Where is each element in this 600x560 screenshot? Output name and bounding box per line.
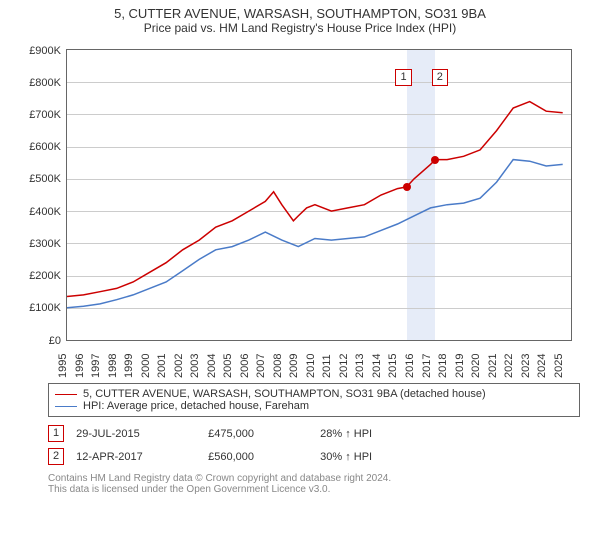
x-tick-label: 1998	[107, 354, 119, 378]
x-tick-label: 2012	[338, 354, 350, 378]
title-line2: Price paid vs. HM Land Registry's House …	[0, 21, 600, 35]
x-tick-label: 2015	[387, 354, 399, 378]
legend-row: 5, CUTTER AVENUE, WARSASH, SOUTHAMPTON, …	[55, 388, 573, 400]
x-tick-label: 2009	[288, 354, 300, 378]
x-tick-label: 2022	[503, 354, 515, 378]
x-tick-label: 2025	[553, 354, 565, 378]
transaction-row: 2 12-APR-2017 £560,000 30% ↑ HPI	[48, 448, 580, 465]
x-tick-label: 2003	[189, 354, 201, 378]
x-tick-label: 1995	[57, 354, 69, 378]
y-tick-label: £700K	[17, 109, 61, 121]
y-tick-label: £0	[17, 335, 61, 347]
marker-label: 1	[395, 69, 411, 86]
y-tick-label: £300K	[17, 238, 61, 250]
title-block: 5, CUTTER AVENUE, WARSASH, SOUTHAMPTON, …	[0, 0, 600, 35]
transaction-price: £560,000	[208, 451, 308, 463]
transaction-index: 2	[48, 448, 64, 465]
x-tick-label: 2017	[421, 354, 433, 378]
series-property	[67, 102, 563, 297]
x-tick-label: 2021	[487, 354, 499, 378]
y-tick-label: £900K	[17, 45, 61, 57]
transaction-diff: 30% ↑ HPI	[320, 451, 372, 463]
x-tick-label: 2008	[272, 354, 284, 378]
marker-label: 2	[432, 69, 448, 86]
marker-dot	[403, 183, 411, 191]
transaction-date: 12-APR-2017	[76, 451, 196, 463]
x-tick-label: 2001	[156, 354, 168, 378]
x-tick-label: 2018	[437, 354, 449, 378]
transaction-date: 29-JUL-2015	[76, 428, 196, 440]
legend-label: HPI: Average price, detached house, Fare…	[83, 400, 309, 412]
y-tick-label: £100K	[17, 302, 61, 314]
plot-area: £0£100K£200K£300K£400K£500K£600K£700K£80…	[66, 49, 572, 341]
x-tick-label: 2010	[305, 354, 317, 378]
x-tick-label: 1999	[123, 354, 135, 378]
title-line1: 5, CUTTER AVENUE, WARSASH, SOUTHAMPTON, …	[0, 6, 600, 21]
y-tick-label: £600K	[17, 141, 61, 153]
x-tick-label: 2006	[239, 354, 251, 378]
legend: 5, CUTTER AVENUE, WARSASH, SOUTHAMPTON, …	[48, 383, 580, 417]
transaction-diff: 28% ↑ HPI	[320, 428, 372, 440]
footer-line2: This data is licensed under the Open Gov…	[48, 484, 580, 495]
transaction-index: 1	[48, 425, 64, 442]
series-hpi	[67, 160, 563, 308]
x-tick-label: 2013	[354, 354, 366, 378]
chart-container: £0 £100K £200K £300K £400K £500K £600K £700K £80…	[20, 39, 580, 379]
y-tick-label: £800K	[17, 77, 61, 89]
x-tick-label: 2020	[470, 354, 482, 378]
footer-line1: Contains HM Land Registry data © Crown c…	[48, 473, 580, 484]
x-tick-label: 2005	[222, 354, 234, 378]
legend-swatch	[55, 394, 77, 395]
x-tick-label: 2002	[173, 354, 185, 378]
x-tick-label: 1996	[74, 354, 86, 378]
x-tick-label: 2011	[321, 354, 333, 378]
x-tick-label: 2019	[454, 354, 466, 378]
legend-row: HPI: Average price, detached house, Fare…	[55, 400, 573, 412]
x-tick-label: 1997	[90, 354, 102, 378]
transaction-price: £475,000	[208, 428, 308, 440]
legend-block: 5, CUTTER AVENUE, WARSASH, SOUTHAMPTON, …	[48, 383, 580, 417]
x-tick-label: 2016	[404, 354, 416, 378]
x-tick-label: 2024	[536, 354, 548, 378]
footer: Contains HM Land Registry data © Crown c…	[48, 473, 580, 495]
y-tick-label: £500K	[17, 173, 61, 185]
x-tick-label: 2004	[206, 354, 218, 378]
y-tick-label: £400K	[17, 206, 61, 218]
legend-swatch	[55, 406, 77, 407]
transactions-table: 1 29-JUL-2015 £475,000 28% ↑ HPI 2 12-APR-201…	[48, 425, 580, 465]
lines-svg	[67, 50, 571, 340]
y-tick-label: £200K	[17, 270, 61, 282]
legend-label: 5, CUTTER AVENUE, WARSASH, SOUTHAMPTON, …	[83, 388, 486, 400]
x-tick-label: 2023	[520, 354, 532, 378]
marker-dot	[431, 156, 439, 164]
transaction-row: 1 29-JUL-2015 £475,000 28% ↑ HPI	[48, 425, 580, 442]
x-tick-label: 2007	[255, 354, 267, 378]
x-tick-label: 2014	[371, 354, 383, 378]
x-tick-label: 2000	[140, 354, 152, 378]
